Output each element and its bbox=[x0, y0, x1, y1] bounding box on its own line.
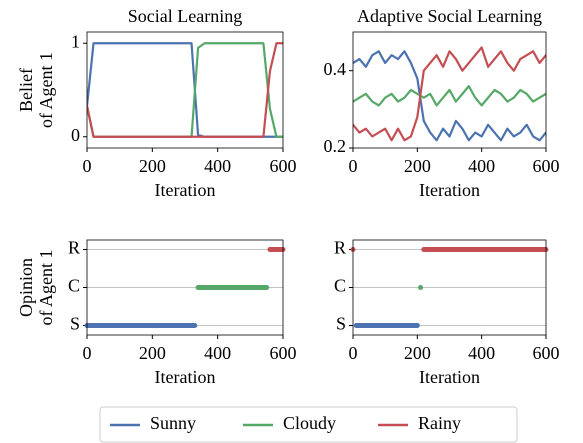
x-tick-label: 400 bbox=[468, 343, 495, 363]
legend-box bbox=[99, 406, 518, 443]
x-axis-label: Iteration bbox=[155, 367, 216, 387]
y-tick-label: C bbox=[68, 276, 80, 296]
belief-line bbox=[353, 50, 546, 142]
chart-title: Adaptive Social Learning bbox=[357, 6, 542, 26]
y-tick-label: 0 bbox=[71, 125, 80, 145]
y-axis-label: of Agent 1 bbox=[36, 52, 56, 128]
y-tick-label: R bbox=[68, 238, 80, 258]
y-tick-label: 1 bbox=[71, 31, 80, 51]
x-tick-label: 200 bbox=[404, 156, 431, 176]
x-tick-label: 600 bbox=[533, 156, 560, 176]
x-tick-label: 400 bbox=[204, 343, 231, 363]
x-tick-label: 400 bbox=[204, 156, 231, 176]
y-axis-label: of Agent 1 bbox=[36, 250, 56, 326]
chart-title: Social Learning bbox=[128, 6, 242, 26]
x-axis-label: Iteration bbox=[419, 367, 480, 387]
y-tick-label: S bbox=[336, 314, 346, 334]
x-tick-label: 400 bbox=[468, 156, 495, 176]
belief-line bbox=[353, 85, 546, 107]
axes-frame bbox=[86, 31, 284, 149]
axes-frame bbox=[86, 239, 284, 336]
x-tick-label: 600 bbox=[533, 343, 560, 363]
y-axis-label: Opinion bbox=[16, 258, 36, 317]
y-tick-label: C bbox=[334, 276, 346, 296]
x-tick-label: 0 bbox=[349, 343, 358, 363]
x-tick-label: 0 bbox=[83, 343, 92, 363]
x-axis-label: Iteration bbox=[419, 180, 480, 200]
x-tick-label: 0 bbox=[349, 156, 358, 176]
legend-label: Cloudy bbox=[283, 413, 336, 433]
belief-line bbox=[87, 42, 283, 138]
x-tick-label: 200 bbox=[404, 343, 431, 363]
x-tick-label: 200 bbox=[139, 156, 166, 176]
x-axis-label: Iteration bbox=[155, 180, 216, 200]
y-tick-label: R bbox=[334, 238, 346, 258]
y-tick-label: 0.4 bbox=[324, 59, 347, 79]
x-tick-label: 200 bbox=[139, 343, 166, 363]
y-tick-label: S bbox=[70, 314, 80, 334]
axes-frame bbox=[352, 31, 547, 149]
y-axis-label: Belief bbox=[16, 68, 36, 112]
legend-label: Rainy bbox=[418, 413, 461, 433]
y-tick-label: 0.2 bbox=[324, 136, 347, 156]
x-tick-label: 600 bbox=[270, 343, 297, 363]
legend-label: Sunny bbox=[150, 413, 196, 433]
belief-line bbox=[353, 46, 546, 142]
x-tick-label: 600 bbox=[270, 156, 297, 176]
x-tick-label: 0 bbox=[83, 156, 92, 176]
axes-frame bbox=[352, 239, 547, 336]
belief-line bbox=[87, 42, 283, 138]
belief-line bbox=[87, 42, 283, 138]
